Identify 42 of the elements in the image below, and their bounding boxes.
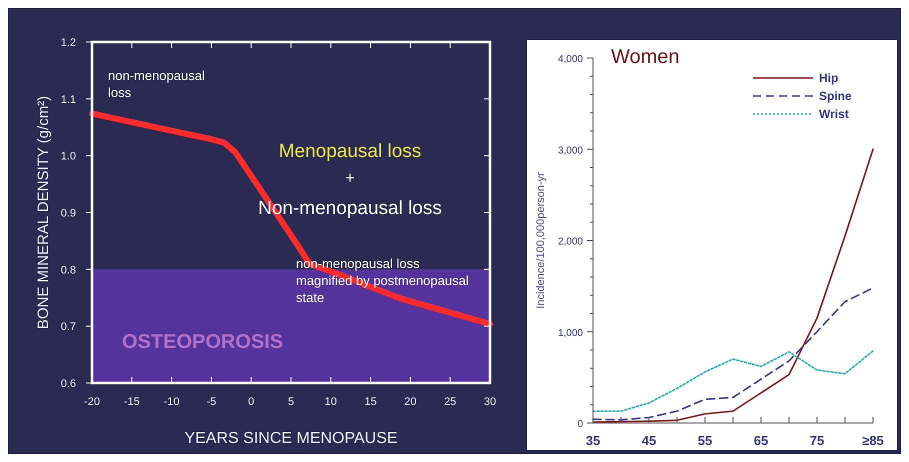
x-tick-label: 55: [698, 433, 712, 448]
x-tick-label: -10: [164, 396, 180, 408]
x-tick-label: -5: [206, 396, 216, 408]
y-tick-label: 1.1: [60, 94, 76, 106]
y-axis-title: Incidence/100,000person-yr: [535, 172, 547, 309]
x-tick-label: 5: [288, 396, 294, 408]
x-tick-label: 45: [642, 433, 656, 448]
legend-label: Wrist: [819, 107, 849, 121]
legend-label: Hip: [819, 71, 838, 85]
y-tick-label: 1.2: [60, 37, 76, 49]
x-axis-title: YEARS SINCE MENOPAUSE: [184, 430, 398, 447]
x-tick-label: 15: [364, 396, 377, 408]
x-tick-label: 65: [754, 433, 768, 448]
chart-title: Women: [611, 46, 680, 68]
x-tick-label: 0: [248, 396, 254, 408]
y-tick-label: 0.6: [60, 378, 76, 390]
annotation: non-menopausal loss: [108, 68, 205, 100]
y-tick-label: 1,000: [558, 328, 584, 339]
x-tick-label: -15: [124, 396, 140, 408]
legend-label: Spine: [819, 89, 852, 103]
x-tick-label: 30: [484, 396, 496, 408]
x-tick-label: ≥85: [862, 433, 884, 448]
line-series: [592, 287, 874, 421]
x-tick-label: 25: [444, 396, 456, 408]
x-tick-label: 20: [404, 396, 417, 408]
y-tick-label: 2,000: [558, 236, 584, 248]
y-tick-label: 0.7: [60, 321, 76, 334]
line-series: [592, 350, 874, 412]
annotation: +: [345, 170, 355, 187]
y-tick-label: 0.9: [60, 208, 76, 220]
y-tick-label: 1.0: [60, 150, 76, 163]
y-axis-title: BONE MINERAL DENSITY (g/cm²): [35, 96, 52, 330]
y-tick-label: 0: [577, 419, 584, 430]
y-tick-label: 0.8: [60, 264, 76, 276]
annotation: Menopausal loss: [278, 141, 422, 162]
x-tick-label: -20: [84, 396, 100, 408]
y-tick-label: 4,000: [558, 54, 584, 65]
x-tick-label: 75: [810, 433, 824, 448]
x-tick-label: 10: [324, 396, 337, 408]
band-label: OSTEOPOROSIS: [122, 331, 284, 354]
x-tick-label: 35: [586, 433, 600, 448]
y-tick-label: 3,000: [558, 145, 584, 156]
